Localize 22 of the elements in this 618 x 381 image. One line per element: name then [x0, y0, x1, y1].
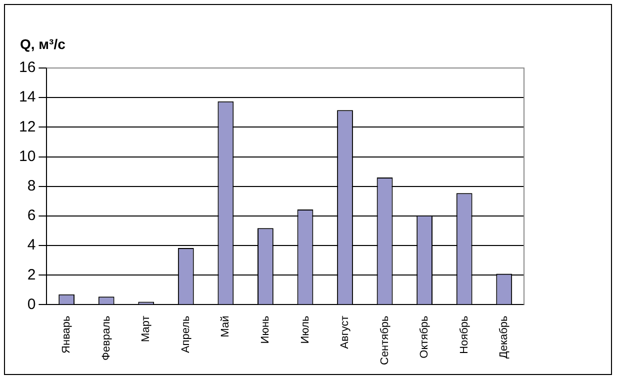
- x-tick-label: Декабрь: [498, 315, 510, 359]
- y-tick-label: 14: [18, 88, 36, 106]
- y-tick-label: 6: [27, 207, 36, 224]
- x-tick-label: Февраль: [100, 315, 112, 360]
- x-tick-label: Март: [140, 316, 152, 342]
- y-tick-label: 12: [18, 118, 36, 136]
- y-tick-label: 2: [27, 266, 36, 284]
- y-tick-label: 4: [27, 236, 36, 254]
- y-tick-label: 0: [27, 296, 36, 313]
- y-axis-title: Q, м³/с: [20, 36, 66, 52]
- x-tick-label: Январь: [60, 315, 73, 354]
- x-tick-label: Июль: [299, 315, 312, 344]
- y-tick-label: 10: [18, 148, 36, 165]
- x-tick-label: Ноябрь: [458, 315, 470, 354]
- y-tick-label: 16: [18, 59, 36, 76]
- x-tick-label: Октябрь: [418, 315, 431, 358]
- x-tick-label: Август: [339, 316, 352, 349]
- y-tick-label: 8: [27, 178, 36, 194]
- x-tick-label: Апрель: [180, 315, 192, 354]
- x-tick-label: Май: [220, 316, 232, 338]
- x-tick-label: Июнь: [259, 315, 272, 344]
- x-tick-label: Сентябрь: [378, 315, 391, 365]
